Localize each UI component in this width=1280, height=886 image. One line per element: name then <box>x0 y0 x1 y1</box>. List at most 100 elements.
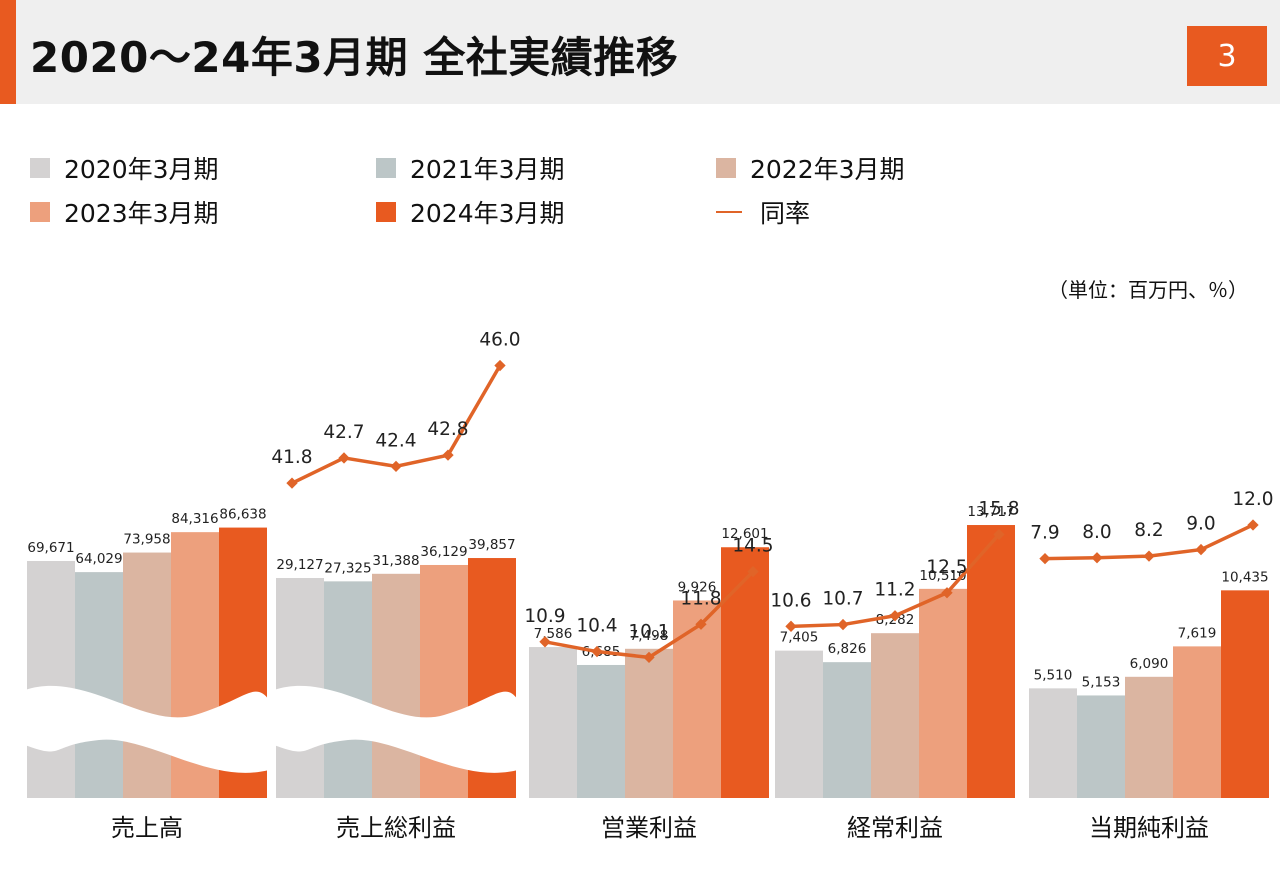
bar-value-label: 84,316 <box>171 511 218 527</box>
rate-label: 12.0 <box>1232 489 1273 510</box>
bar-value-label: 6,826 <box>828 641 867 657</box>
rate-point <box>941 587 953 599</box>
rate-label: 42.4 <box>375 430 416 451</box>
header-accent-bar <box>0 0 16 104</box>
bar <box>775 650 823 798</box>
rate-point <box>993 528 1005 541</box>
rate-point <box>1247 519 1259 531</box>
bar-group-4: 5,510 5,153 6,090 7,619 10,435 当期純利益 7.9 8.0 8.2… <box>1029 489 1274 842</box>
rate-label: 42.8 <box>427 419 468 440</box>
rate-label: 10.9 <box>524 606 565 627</box>
bar <box>372 573 420 798</box>
legend-item-rate: 同率 <box>716 194 810 230</box>
bar-value-label: 5,153 <box>1082 674 1121 690</box>
category-label: 売上総利益 <box>336 814 456 842</box>
rate-label: 7.9 <box>1030 523 1059 544</box>
rate-point <box>643 651 655 664</box>
rate-label: 41.8 <box>271 447 312 468</box>
category-label: 当期純利益 <box>1089 814 1209 842</box>
legend-swatch-2022 <box>716 158 736 178</box>
rate-point <box>1143 550 1155 562</box>
bar-value-label: 13,717 <box>967 504 1014 520</box>
rate-point <box>747 565 759 578</box>
bar <box>673 600 721 798</box>
bar-value-label: 5,510 <box>1034 667 1073 683</box>
rate-label: 10.7 <box>822 589 863 610</box>
page-title: 2020～24年3月期 全社実績推移 <box>30 33 679 82</box>
bar-value-label: 10,435 <box>1221 569 1268 585</box>
bar <box>1173 646 1221 798</box>
rate-label: 8.2 <box>1134 520 1163 541</box>
rate-point <box>1091 552 1103 564</box>
bar-value-label: 73,958 <box>123 532 170 548</box>
rate-point <box>1039 552 1051 565</box>
legend-label-2023: 2023年3月期 <box>64 199 219 228</box>
page-number-badge: 3 <box>1187 26 1267 86</box>
bar-value-label: 64,029 <box>75 551 122 567</box>
bar <box>721 547 769 798</box>
bar <box>919 588 967 798</box>
rate-label: 46.0 <box>479 330 520 351</box>
legend-line-rate <box>716 211 742 213</box>
bar <box>871 633 919 798</box>
bar-group-2: 7,5866,6857,4989,92612,601営業利益10.910.410… <box>524 526 773 842</box>
legend-item-2023: 2023年3月期 <box>30 194 219 230</box>
legend-label-2022: 2022年3月期 <box>750 155 905 184</box>
bar-value-label: 7,619 <box>1178 625 1217 641</box>
axis-break-band <box>25 685 269 773</box>
legend-item-2024: 2024年3月期 <box>376 194 565 230</box>
legend-label-rate: 同率 <box>760 199 811 228</box>
rate-point <box>1195 543 1207 556</box>
legend-swatch-2021 <box>376 158 396 178</box>
rate-label: 10.6 <box>770 590 811 611</box>
bar <box>1125 676 1173 798</box>
category-label: 営業利益 <box>601 814 697 842</box>
legend-label-2021: 2021年3月期 <box>410 155 565 184</box>
legend-label-2020: 2020年3月期 <box>64 155 219 184</box>
category-label: 経常利益 <box>847 814 943 842</box>
bar <box>1029 688 1077 798</box>
category-label: 売上高 <box>111 814 183 842</box>
bar-value-label: 12,601 <box>721 526 768 542</box>
bar <box>1077 695 1125 798</box>
bar <box>577 664 625 798</box>
unit-label: （単位：百万円、％） <box>1048 278 1248 302</box>
chart-legend: 2020年3月期 2021年3月期 2022年3月期 2023年3月期 2024… <box>0 150 1280 240</box>
legend-swatch-2020 <box>30 158 50 178</box>
rate-label: 12.5 <box>926 557 967 578</box>
rate-label: 10.1 <box>628 621 669 642</box>
axis-break-band <box>274 685 518 773</box>
rate-label: 11.8 <box>680 588 721 609</box>
bar <box>967 525 1015 798</box>
rate-label: 42.7 <box>323 422 364 443</box>
rate-point <box>539 636 551 648</box>
rate-point <box>442 449 454 461</box>
rate-point <box>494 359 506 372</box>
bar-value-label: 69,671 <box>27 540 74 556</box>
rate-point <box>695 618 707 630</box>
rate-label: 11.2 <box>874 580 915 601</box>
rate-label: 14.5 <box>732 536 773 557</box>
legend-swatch-2023 <box>30 202 50 222</box>
legend-item-2020: 2020年3月期 <box>30 150 219 186</box>
header-bar: 2020～24年3月期 全社実績推移 3 <box>0 0 1280 104</box>
rate-point <box>390 460 402 473</box>
rate-label: 10.4 <box>576 616 617 637</box>
rate-point <box>591 645 603 658</box>
bar-value-label: 7,405 <box>780 630 819 646</box>
rate-label: 9.0 <box>1186 514 1215 535</box>
rate-point <box>837 618 849 631</box>
bar-value-label: 6,090 <box>1130 656 1169 672</box>
rate-point <box>785 620 797 632</box>
legend-swatch-2024 <box>376 202 396 222</box>
bar-value-label: 29,127 <box>276 557 323 573</box>
bar-value-label: 10,510 <box>919 568 966 584</box>
bar-value-label: 31,388 <box>372 553 419 569</box>
bar-value-label: 27,325 <box>324 560 371 576</box>
bar-group-3: 7,4056,8268,28210,51013,717経常利益10.610.71… <box>770 498 1019 842</box>
rate-point <box>286 477 298 489</box>
bar-value-label: 7,586 <box>534 626 573 642</box>
bar-value-label: 36,129 <box>420 544 467 560</box>
rate-point <box>889 610 901 622</box>
